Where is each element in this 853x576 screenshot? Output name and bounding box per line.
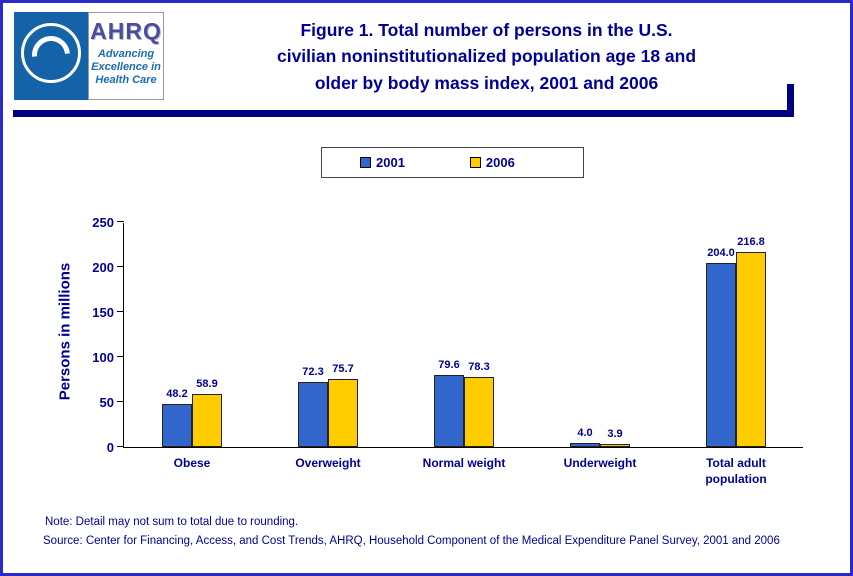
y-tick-label: 150 <box>92 305 114 320</box>
legend-swatch-2001 <box>360 157 371 168</box>
legend-label-2001: 2001 <box>376 155 405 170</box>
ahrq-acronym: AHRQ <box>90 18 162 44</box>
legend-item-2001: 2001 <box>360 155 405 170</box>
y-tick-mark <box>117 221 124 222</box>
y-axis-title: Persons in millions <box>56 262 74 401</box>
bar-2006 <box>328 378 358 447</box>
bar-value-label: 58.9 <box>196 378 218 390</box>
category-label: Obese <box>173 456 211 470</box>
legend-swatch-2006 <box>469 157 481 168</box>
y-tick-label: 200 <box>92 260 114 275</box>
category-label: Total adult population <box>705 456 767 486</box>
ahrq-tagline-line: Excellence in <box>91 61 161 74</box>
page-title: Figure 1. Total number of persons in the… <box>163 17 810 96</box>
bar-group: 79.6 78.3 Normal weight <box>396 223 532 470</box>
bar-2001 <box>706 263 736 447</box>
legend-item-2006: 2006 <box>469 155 515 170</box>
category-label: Normal weight <box>422 456 506 470</box>
chart-legend: 2001 2006 <box>321 147 584 178</box>
category-label: Overweight <box>295 456 361 470</box>
hhs-logo <box>14 12 88 100</box>
bar-group: 48.2 58.9 Obese <box>124 223 260 470</box>
bar-2001 <box>434 375 464 447</box>
y-tick-label: 100 <box>92 350 114 365</box>
y-tick-mark <box>117 446 124 447</box>
bar-value-label: 79.6 <box>438 359 460 372</box>
ahrq-logo: AHRQ Advancing Excellence in Health Care <box>88 12 164 100</box>
y-tick-mark <box>117 401 124 402</box>
y-tick-mark <box>117 311 124 312</box>
page-title-line: Figure 1. Total number of persons in the… <box>300 20 673 40</box>
category-label: Underweight <box>563 456 637 470</box>
bar-value-label: 72.3 <box>302 365 324 378</box>
y-tick-label: 250 <box>92 215 114 230</box>
y-tick-label: 50 <box>99 395 114 410</box>
page-title-line: older by body mass index, 2001 and 2006 <box>314 72 659 93</box>
bar-2006 <box>600 443 630 447</box>
y-tick-mark <box>117 356 124 357</box>
chart-note: Note: Detail may not sum to total due to… <box>45 516 299 528</box>
legend-label-2006: 2006 <box>485 155 515 170</box>
bar-value-label: 3.9 <box>607 427 623 440</box>
bar-2001 <box>162 403 192 447</box>
bar-chart-plot-area: 0 50 100 150 200 250 48.2 58.9 Obese 72.3 75.7 Over… <box>92 215 804 486</box>
chart-source: Source: Center for Financing, Access, an… <box>43 535 780 547</box>
header-logos: AHRQ Advancing Excellence in Health Care <box>14 12 164 100</box>
header-divider-horizontal <box>13 110 794 117</box>
y-tick-mark <box>117 266 124 267</box>
header-divider-vertical-accent <box>787 84 794 117</box>
bar-2006 <box>736 251 766 447</box>
bar-group: 72.3 75.7 Overweight <box>260 223 396 470</box>
ahrq-tagline: Advancing Excellence in Health Care <box>91 48 161 88</box>
bar-value-label: 78.3 <box>468 360 490 373</box>
bar-value-label: 204.0 <box>707 247 735 260</box>
bar-2001 <box>570 443 600 447</box>
hhs-seal-ring-icon <box>21 23 81 83</box>
bar-value-label: 4.0 <box>577 427 593 440</box>
ahrq-tagline-line: Health Care <box>95 74 157 87</box>
y-tick-label: 0 <box>106 440 114 455</box>
bar-group: 4.0 3.9 Underweight <box>532 223 668 470</box>
bar-value-label: 48.2 <box>166 387 188 400</box>
page-title-line: civilian noninstitutionalized population… <box>276 46 697 67</box>
bar-value-label: 216.8 <box>737 235 765 248</box>
bar-value-label: 75.7 <box>332 362 354 375</box>
bar-group: 204.0 216.8 Total adult population <box>668 223 804 486</box>
bar-2006 <box>464 376 494 447</box>
bar-2001 <box>298 381 328 447</box>
bar-2006 <box>192 394 222 447</box>
ahrq-tagline-line: Advancing <box>97 48 155 60</box>
